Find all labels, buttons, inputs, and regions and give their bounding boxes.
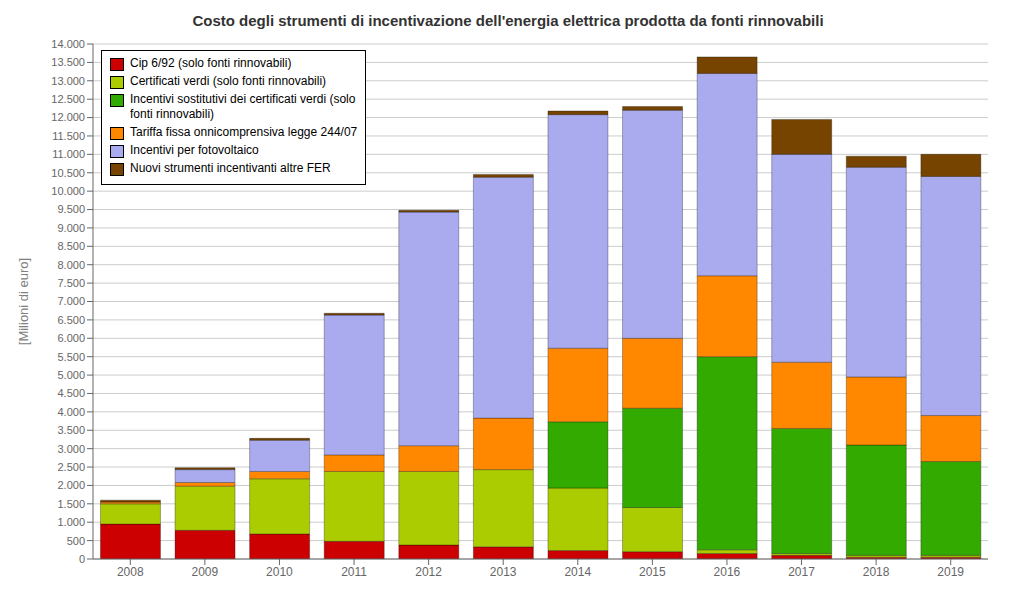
svg-text:3.500: 3.500 xyxy=(57,424,85,436)
svg-text:0: 0 xyxy=(79,553,85,565)
svg-text:3.000: 3.000 xyxy=(57,443,85,455)
svg-text:10.500: 10.500 xyxy=(51,167,85,179)
svg-text:10.000: 10.000 xyxy=(51,185,85,197)
svg-text:8.500: 8.500 xyxy=(57,240,85,252)
html-text:Tariffa fissa onnicomprensiva: Tariffa fissa onnicomprensiva legge 244/… xyxy=(130,125,358,139)
svg-text:9.000: 9.000 xyxy=(57,222,85,234)
html-text:Incentivi per fotovoltaico: Incentivi per fotovoltaico xyxy=(130,143,259,157)
svg-text:1.000: 1.000 xyxy=(57,516,85,528)
svg-text:11.000: 11.000 xyxy=(52,148,85,160)
svg-text:2010: 2010 xyxy=(266,565,293,579)
svg-text:12.500: 12.500 xyxy=(51,93,85,105)
svg-text:2015: 2015 xyxy=(639,565,666,579)
svg-text:7.500: 7.500 xyxy=(57,277,85,289)
svg-text:2017: 2017 xyxy=(788,565,815,579)
html-text:Incentivi sostitutivi dei cert: Incentivi sostitutivi dei certificati ve… xyxy=(130,92,356,121)
svg-text:11.500: 11.500 xyxy=(52,130,85,142)
svg-text:2019: 2019 xyxy=(937,565,964,579)
svg-text:2008: 2008 xyxy=(117,565,144,579)
svg-text:14.000: 14.000 xyxy=(51,38,85,50)
svg-text:[Milioni di euro]: [Milioni di euro] xyxy=(16,258,31,345)
svg-text:7.000: 7.000 xyxy=(57,295,85,307)
html-text:Cip 6/92 (solo fonti rinnovabi: Cip 6/92 (solo fonti rinnovabili) xyxy=(130,56,292,70)
svg-text:2018: 2018 xyxy=(863,565,890,579)
svg-text:2011: 2011 xyxy=(341,565,367,579)
svg-text:2.500: 2.500 xyxy=(57,461,85,473)
html-text:Costo degli strumenti di incen: Costo degli strumenti di incentivazione … xyxy=(192,12,824,29)
svg-text:4.500: 4.500 xyxy=(57,387,85,399)
svg-text:13.500: 13.500 xyxy=(51,56,85,68)
svg-text:1.500: 1.500 xyxy=(57,498,85,510)
svg-text:4.000: 4.000 xyxy=(57,406,85,418)
svg-text:2009: 2009 xyxy=(192,565,219,579)
svg-text:12.000: 12.000 xyxy=(51,111,85,123)
svg-text:2.000: 2.000 xyxy=(57,479,85,491)
svg-text:2012: 2012 xyxy=(415,565,442,579)
html-text:Nuovi strumenti incentivanti a: Nuovi strumenti incentivanti altre FER xyxy=(130,161,331,175)
svg-text:13.000: 13.000 xyxy=(51,75,85,87)
svg-text:9.500: 9.500 xyxy=(57,203,85,215)
svg-text:500: 500 xyxy=(67,535,85,547)
svg-text:2014: 2014 xyxy=(564,565,591,579)
svg-text:6.500: 6.500 xyxy=(57,314,85,326)
svg-text:2016: 2016 xyxy=(714,565,741,579)
svg-text:2013: 2013 xyxy=(490,565,517,579)
svg-text:5.500: 5.500 xyxy=(57,351,85,363)
svg-text:8.000: 8.000 xyxy=(57,259,85,271)
svg-text:5.000: 5.000 xyxy=(57,369,85,381)
html-text:Certificati verdi (solo fonti: Certificati verdi (solo fonti rinnovabil… xyxy=(130,74,327,88)
svg-text:6.000: 6.000 xyxy=(57,332,85,344)
